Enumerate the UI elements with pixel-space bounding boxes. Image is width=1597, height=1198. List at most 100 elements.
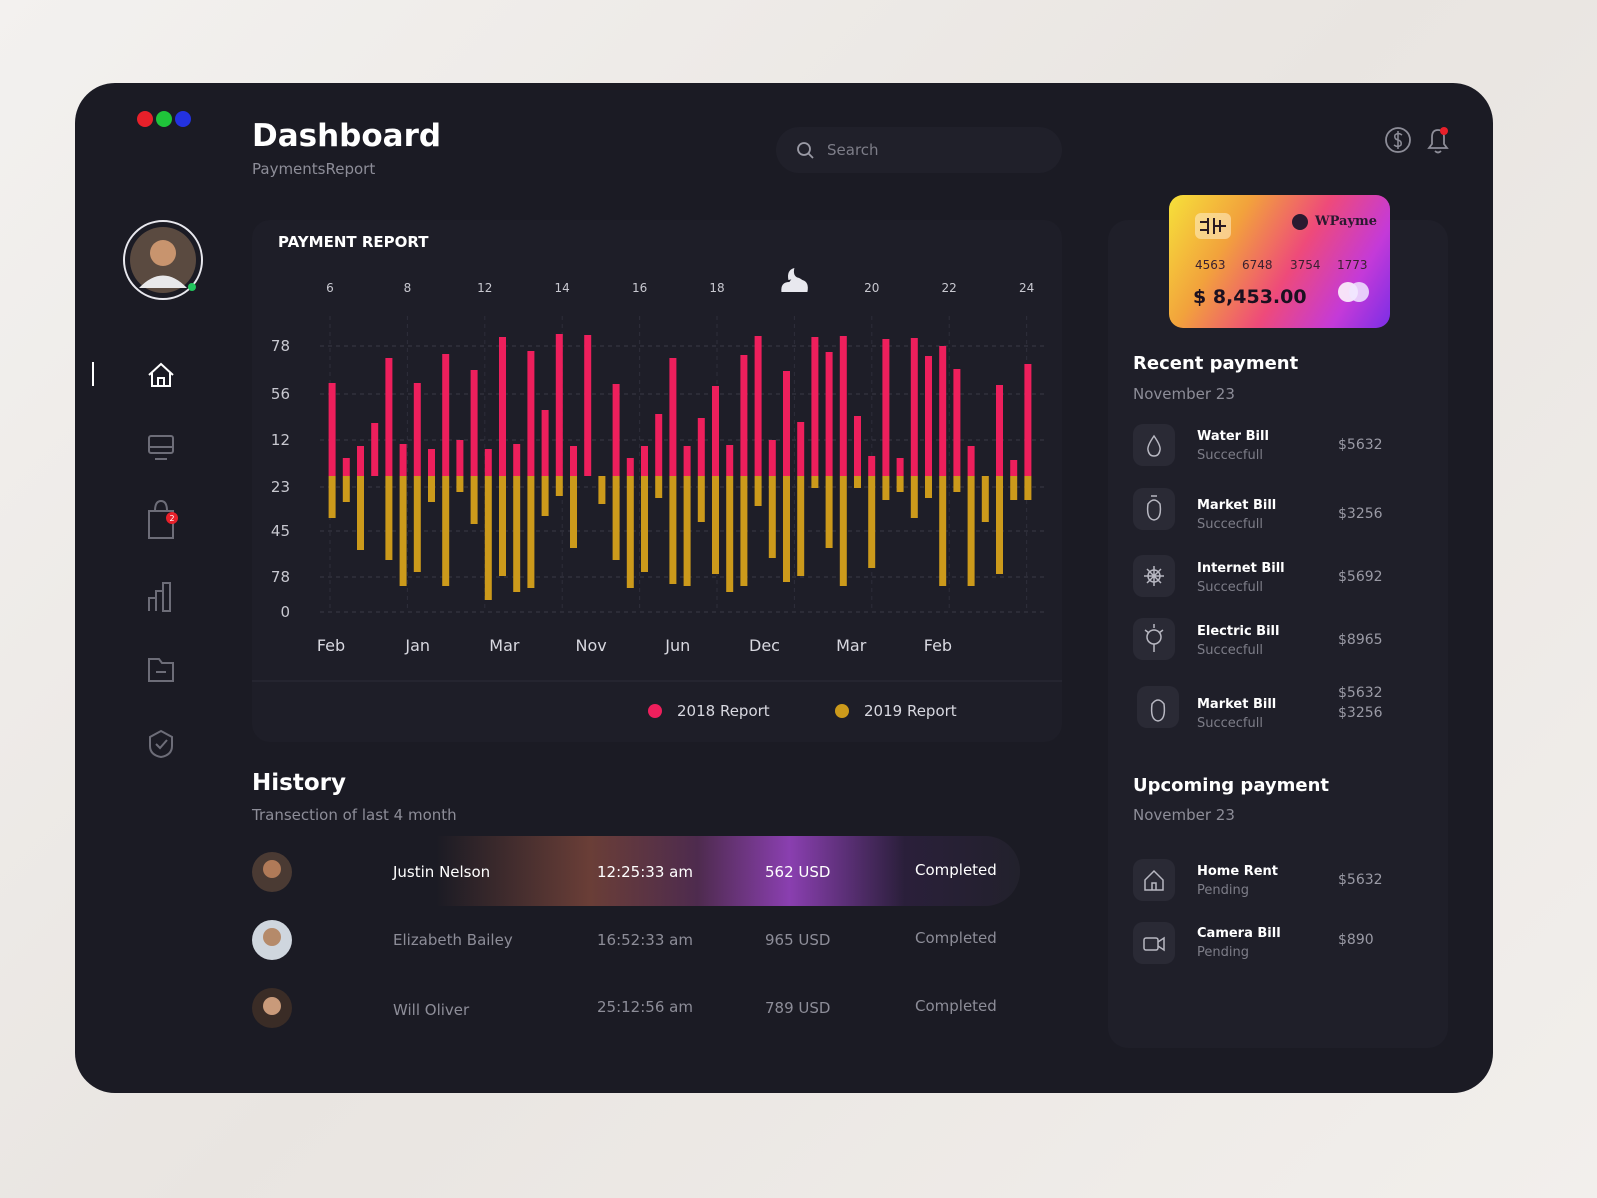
- bar: [513, 476, 521, 592]
- legend-label: 2018 Report: [677, 702, 770, 720]
- payment-amount: $8965: [1338, 632, 1383, 648]
- nav-bag[interactable]: [148, 499, 174, 539]
- legend-label: 2019 Report: [864, 702, 957, 720]
- payment-amount: $5632: [1338, 872, 1383, 888]
- card-network: [1338, 282, 1369, 302]
- bar: [442, 354, 450, 476]
- bar: [328, 383, 336, 476]
- history-avatars: [252, 852, 292, 1028]
- nav-monitor[interactable]: [148, 435, 174, 454]
- bar: [655, 476, 663, 498]
- nav-monitor-stand: [149, 446, 173, 460]
- nav-verified[interactable]: [149, 729, 173, 759]
- bar: [570, 446, 577, 476]
- bar: [925, 356, 932, 476]
- payment-name: Water Bill: [1197, 429, 1269, 444]
- upcoming-date: November 23: [1133, 806, 1235, 824]
- bar: [513, 444, 521, 476]
- payment-name: Camera Bill: [1197, 926, 1281, 941]
- top-label: 6: [326, 281, 334, 295]
- card-number: 3754: [1290, 258, 1321, 272]
- payment-name: Home Rent: [1197, 864, 1278, 879]
- history-amount: 965 USD: [765, 931, 831, 949]
- top-label: 22: [942, 281, 957, 295]
- bar: [641, 476, 648, 572]
- bar: [342, 458, 350, 476]
- bar: [825, 476, 833, 548]
- top-icons: [1385, 127, 1449, 154]
- search-box[interactable]: [776, 127, 1062, 173]
- chart-title: PAYMENT REPORT: [278, 233, 429, 251]
- bar: [839, 476, 847, 586]
- bar: [1024, 476, 1032, 500]
- bar: [768, 476, 776, 558]
- page-title: Dashboard: [252, 118, 442, 154]
- bar: [797, 422, 805, 476]
- bar: [541, 476, 549, 516]
- y-tick-label: 45: [271, 522, 290, 540]
- bar: [811, 337, 819, 476]
- currency-icon: [1393, 131, 1403, 149]
- top-label: 8: [404, 281, 412, 295]
- bar: [1010, 476, 1018, 500]
- top-label: 16: [632, 281, 647, 295]
- bar: [783, 371, 790, 476]
- avatar-face: [263, 860, 281, 878]
- payment-status: Succecfull: [1197, 580, 1263, 595]
- nav-folder[interactable]: [148, 658, 174, 682]
- bar: [385, 358, 393, 476]
- bar: [357, 446, 364, 476]
- bar: [555, 476, 563, 496]
- payment-name: Electric Bill: [1197, 624, 1280, 639]
- payment-status: Succecfull: [1197, 716, 1263, 731]
- currency-button[interactable]: [1385, 127, 1411, 153]
- bar: [328, 476, 336, 518]
- x-label: Mar: [489, 636, 520, 655]
- history-name: Will Oliver: [393, 1001, 470, 1019]
- bar: [981, 476, 989, 522]
- bar: [499, 476, 506, 576]
- bar: [499, 337, 506, 476]
- bar: [868, 456, 876, 476]
- bar: [527, 351, 535, 476]
- top-label: 24: [1019, 281, 1034, 295]
- bar: [371, 423, 379, 476]
- history-title: History: [252, 770, 346, 796]
- payment-status: Succecfull: [1197, 517, 1263, 532]
- bar: [669, 476, 677, 584]
- bell-button[interactable]: [1427, 129, 1449, 154]
- badge-count: 2: [169, 514, 174, 523]
- bar: [882, 339, 890, 476]
- nav-stats[interactable]: [148, 582, 171, 612]
- bar: [726, 445, 734, 476]
- y-tick-label: 12: [271, 431, 290, 449]
- bar: [740, 476, 748, 586]
- top-label: 18: [709, 281, 724, 295]
- history-status: Completed: [915, 861, 997, 879]
- bar: [683, 446, 691, 476]
- history-row-highlight[interactable]: [252, 836, 1020, 906]
- nav-home[interactable]: [148, 362, 174, 387]
- chart: PAYMENT REPORT 78 56 12 23 45 78 0 6 8 12 14 16 18 20…: [252, 233, 1062, 720]
- x-label: Feb: [317, 636, 345, 655]
- recent-date: November 23: [1133, 385, 1235, 403]
- bar: [910, 338, 918, 476]
- bar: [896, 476, 904, 492]
- payment-amount: $5632: [1338, 437, 1383, 453]
- payment-status: Succecfull: [1197, 643, 1263, 658]
- avatar-face: [263, 928, 281, 946]
- bar: [996, 476, 1003, 574]
- bar: [825, 352, 833, 476]
- bar: [754, 336, 762, 476]
- bar: [910, 476, 918, 518]
- history-status: Completed: [915, 929, 997, 947]
- payment-name: Internet Bill: [1197, 561, 1285, 576]
- bar: [584, 335, 592, 476]
- bar: [797, 476, 805, 576]
- bar: [456, 476, 464, 492]
- history-name: Elizabeth Bailey: [393, 931, 513, 949]
- search-placeholder: Search: [827, 141, 879, 159]
- bar: [1010, 460, 1018, 476]
- bar: [697, 418, 705, 476]
